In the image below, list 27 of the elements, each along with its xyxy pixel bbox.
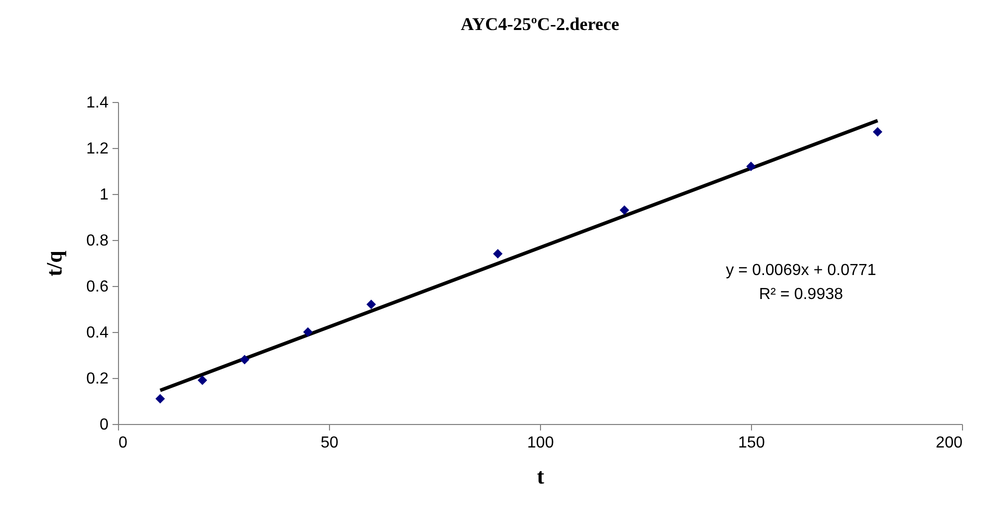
x-tick-label: 200 (936, 434, 963, 452)
y-tick-label: 1.4 (86, 94, 109, 112)
annotation: R² = 0.9938 (758, 286, 844, 303)
point (493, 249, 503, 259)
point (620, 205, 630, 215)
y-tick-label: 1 (100, 186, 109, 204)
y-tick-label: 1.2 (86, 140, 109, 158)
point (240, 354, 250, 364)
y-tick-label: 0.4 (86, 324, 109, 342)
point (746, 162, 756, 172)
point (155, 394, 165, 404)
point (366, 300, 376, 310)
x-axis-title: t (536, 464, 545, 488)
annotation: y = 0.0069x + 0.0771 (726, 262, 876, 279)
y-tick-label: 0.8 (86, 232, 109, 250)
y-tick-label: 0 (100, 416, 109, 434)
point (303, 327, 313, 337)
x-tick-label: 50 (320, 434, 338, 452)
point (872, 127, 882, 137)
point (198, 376, 208, 386)
y-tick-label: 0.2 (86, 370, 109, 388)
x-tick-label: 100 (527, 434, 554, 452)
y-tick-label: 0.6 (86, 278, 109, 296)
chart-title: AYC4-25ºC-2.derece (460, 14, 620, 34)
x-tick-label: 0 (118, 434, 128, 452)
y-axis-title: t/q (41, 250, 66, 276)
x-tick-label: 150 (738, 434, 765, 452)
